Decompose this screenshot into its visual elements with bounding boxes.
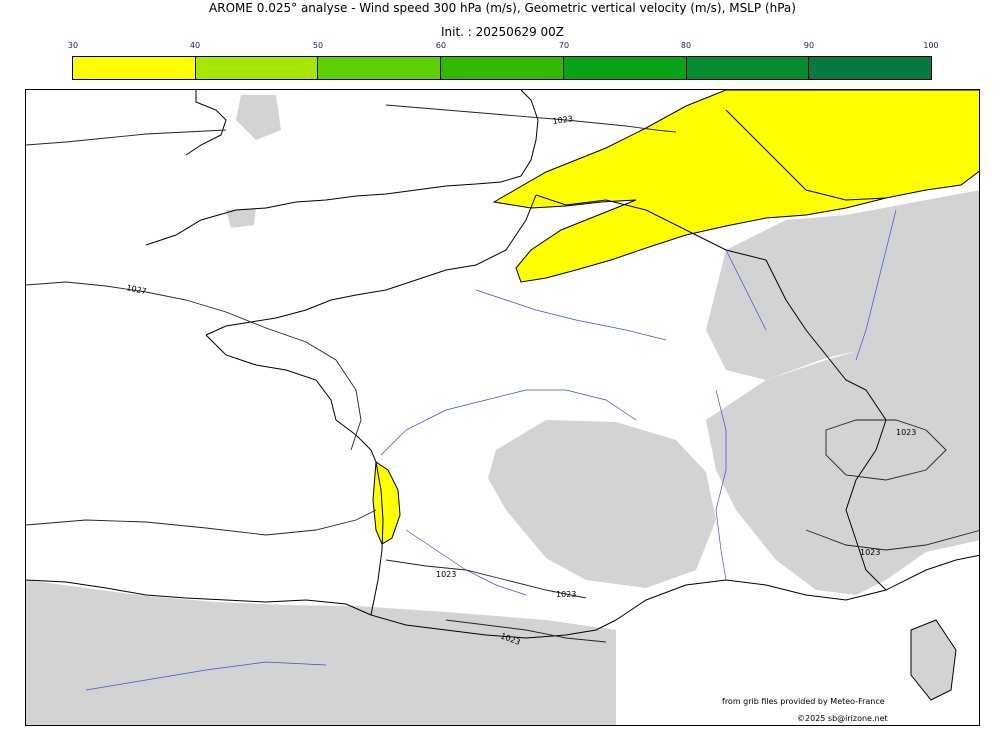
coast-atlantic <box>335 419 384 616</box>
terrain-vosges-jura <box>706 190 979 380</box>
isobar-alps-ring <box>825 419 947 481</box>
colorbar-segment-80-90 <box>686 57 810 79</box>
colorbar-segment-70-80 <box>563 57 687 79</box>
isobar-label-1023-north: 1023 <box>552 114 573 126</box>
colorbar <box>72 56 932 80</box>
coast-spain-north <box>26 579 372 616</box>
terrain-shading <box>26 95 979 725</box>
river-rhine <box>855 209 897 361</box>
isobar-label-1023-alps: 1023 <box>860 548 880 557</box>
coast-brittany <box>205 334 337 421</box>
wind-zones <box>372 90 979 545</box>
wind-zone-jetstream <box>492 90 979 283</box>
isobar-pyrenees <box>445 619 607 643</box>
rivers <box>85 209 897 691</box>
colorbar-segment-30-40 <box>73 57 196 79</box>
colorbar-segment-40-50 <box>195 57 319 79</box>
init-time: Init. : 20250629 00Z <box>440 25 565 39</box>
isobar-alps-1023 <box>805 529 979 551</box>
isobar-1023-north <box>385 104 677 133</box>
border-germany-internal <box>725 109 887 201</box>
colorbar-segment-60-70 <box>441 57 564 79</box>
colorbar-tick-90: 90 <box>803 41 815 50</box>
isobar-1023-south <box>385 559 587 599</box>
isobar-label-1023-south: 1023 <box>556 590 576 599</box>
colorbar-segment-90-100 <box>809 57 932 79</box>
copyright: ©2025 sb@irizone.net <box>797 714 888 723</box>
coast-wales <box>185 90 227 156</box>
coast-france-channel <box>205 194 537 336</box>
terrain-cornwall <box>226 208 256 228</box>
colorbar-tick-80: 80 <box>680 41 692 50</box>
isobar-northwest <box>26 129 227 146</box>
isobar-label-1023-alps-north: 1023 <box>896 428 916 437</box>
weather-map: 1023 1027 1023 1023 1023 1023 1023 <box>25 89 980 726</box>
river-rhone <box>715 389 727 581</box>
terrain-corsica <box>911 620 956 700</box>
coast-corsica <box>910 619 957 701</box>
data-credit: from grib files provided by Meteo-France <box>722 697 885 706</box>
border-france-spain <box>370 614 617 639</box>
map-canvas: 1023 1027 1023 1023 1023 1023 1023 <box>26 90 979 725</box>
isobar-label-1023-loire: 1023 <box>436 570 456 579</box>
river-ebro <box>85 661 327 691</box>
isobar-1027 <box>26 281 362 451</box>
isobar-label-1027: 1027 <box>126 283 148 296</box>
coast-england-south <box>145 175 522 246</box>
isobar-1023-west <box>26 509 377 536</box>
coast-mediterranean <box>615 554 979 621</box>
river-seine <box>475 289 667 341</box>
colorbar-segment-50-60 <box>318 57 442 79</box>
colorbar-tick-70: 70 <box>558 41 570 50</box>
terrain-wales <box>236 95 281 140</box>
isobars <box>26 104 979 643</box>
river-loire <box>380 389 637 456</box>
river-meuse <box>725 249 767 331</box>
river-garonne <box>405 529 527 596</box>
colorbar-tick-30: 30 <box>67 41 79 50</box>
border-france-germany-swiss <box>765 259 887 451</box>
border-france-italy <box>845 449 887 591</box>
colorbar-tick-60: 60 <box>435 41 447 50</box>
terrain-pyrenees <box>26 580 616 725</box>
coast-england-east <box>520 90 539 177</box>
wind-zone-gironde <box>372 461 401 545</box>
terrain-alps <box>706 330 979 595</box>
map-title: AROME 0.025° analyse - Wind speed 300 hP… <box>209 1 796 15</box>
colorbar-tick-40: 40 <box>189 41 201 50</box>
colorbar-tick-50: 50 <box>312 41 324 50</box>
colorbar-tick-100: 100 <box>923 41 939 50</box>
terrain-massif-central <box>488 420 716 588</box>
